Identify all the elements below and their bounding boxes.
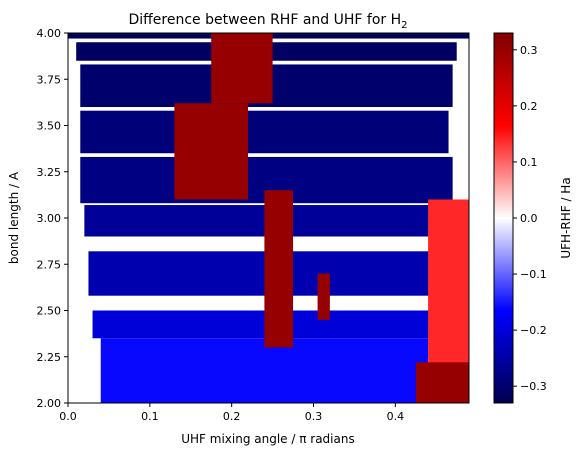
y-tick-label: 2.25	[37, 351, 62, 364]
colorbar-tick-label: −0.3	[520, 380, 547, 393]
heatmap-cells	[68, 33, 469, 403]
colorbar-tick-label: 0.0	[520, 212, 538, 225]
x-axis-ticks: 0.0 0.1 0.2 0.3 0.4	[59, 403, 404, 423]
colorbar-tick-label: 0.3	[520, 44, 538, 57]
y-axis-label: bond length / A	[7, 171, 21, 264]
colorbar-tick-label: −0.2	[520, 324, 547, 337]
colorbar-label: UFH-RHF / Ha	[559, 177, 573, 258]
chart-title: Difference between RHF and UHF for H2	[128, 12, 407, 31]
colorbar-gradient	[494, 33, 513, 403]
x-tick-label: 0.2	[223, 410, 241, 423]
heatmap-region	[317, 273, 330, 320]
y-axis-ticks: 2.00 2.25 2.50 2.75 3.00 3.25 3.50 3.75 4.00	[37, 27, 68, 410]
y-tick-label: 3.50	[37, 120, 62, 133]
x-tick-label: 0.4	[387, 410, 405, 423]
chart-title-subscript: 2	[401, 20, 407, 31]
colorbar-ticks: −0.3 −0.2 −0.1 0.0 0.1 0.2 0.3	[513, 44, 547, 393]
heatmap-region	[211, 33, 273, 104]
x-axis-label: UHF mixing angle / π radians	[181, 432, 354, 446]
y-tick-label: 4.00	[37, 27, 62, 40]
x-tick-label: 0.0	[59, 410, 77, 423]
y-tick-label: 2.75	[37, 258, 62, 271]
heatmap-region	[88, 251, 437, 296]
y-tick-label: 3.75	[37, 73, 62, 86]
x-tick-label: 0.1	[141, 410, 159, 423]
y-tick-label: 3.00	[37, 212, 62, 225]
heatmap-region	[415, 362, 469, 403]
colorbar: −0.3 −0.2 −0.1 0.0 0.1 0.2 0.3	[493, 32, 547, 404]
y-tick-label: 2.50	[37, 305, 62, 318]
y-tick-label: 3.25	[37, 166, 62, 179]
heatmap-region	[174, 103, 249, 200]
plot-area: 0.0 0.1 0.2 0.3 0.4 2.00 2.25 2.50 2.75 3.00 3.25…	[37, 27, 470, 423]
heatmap-region	[264, 190, 294, 348]
colorbar-tick-label: 0.1	[520, 156, 538, 169]
chart-title-main: Difference between RHF and UHF for H	[128, 12, 401, 28]
y-tick-label: 2.00	[37, 397, 62, 410]
heatmap-region	[80, 110, 449, 154]
heatmap-region	[100, 338, 429, 403]
colorbar-tick-label: 0.2	[520, 100, 538, 113]
x-tick-label: 0.3	[305, 410, 323, 423]
colorbar-tick-label: −0.1	[520, 268, 547, 281]
